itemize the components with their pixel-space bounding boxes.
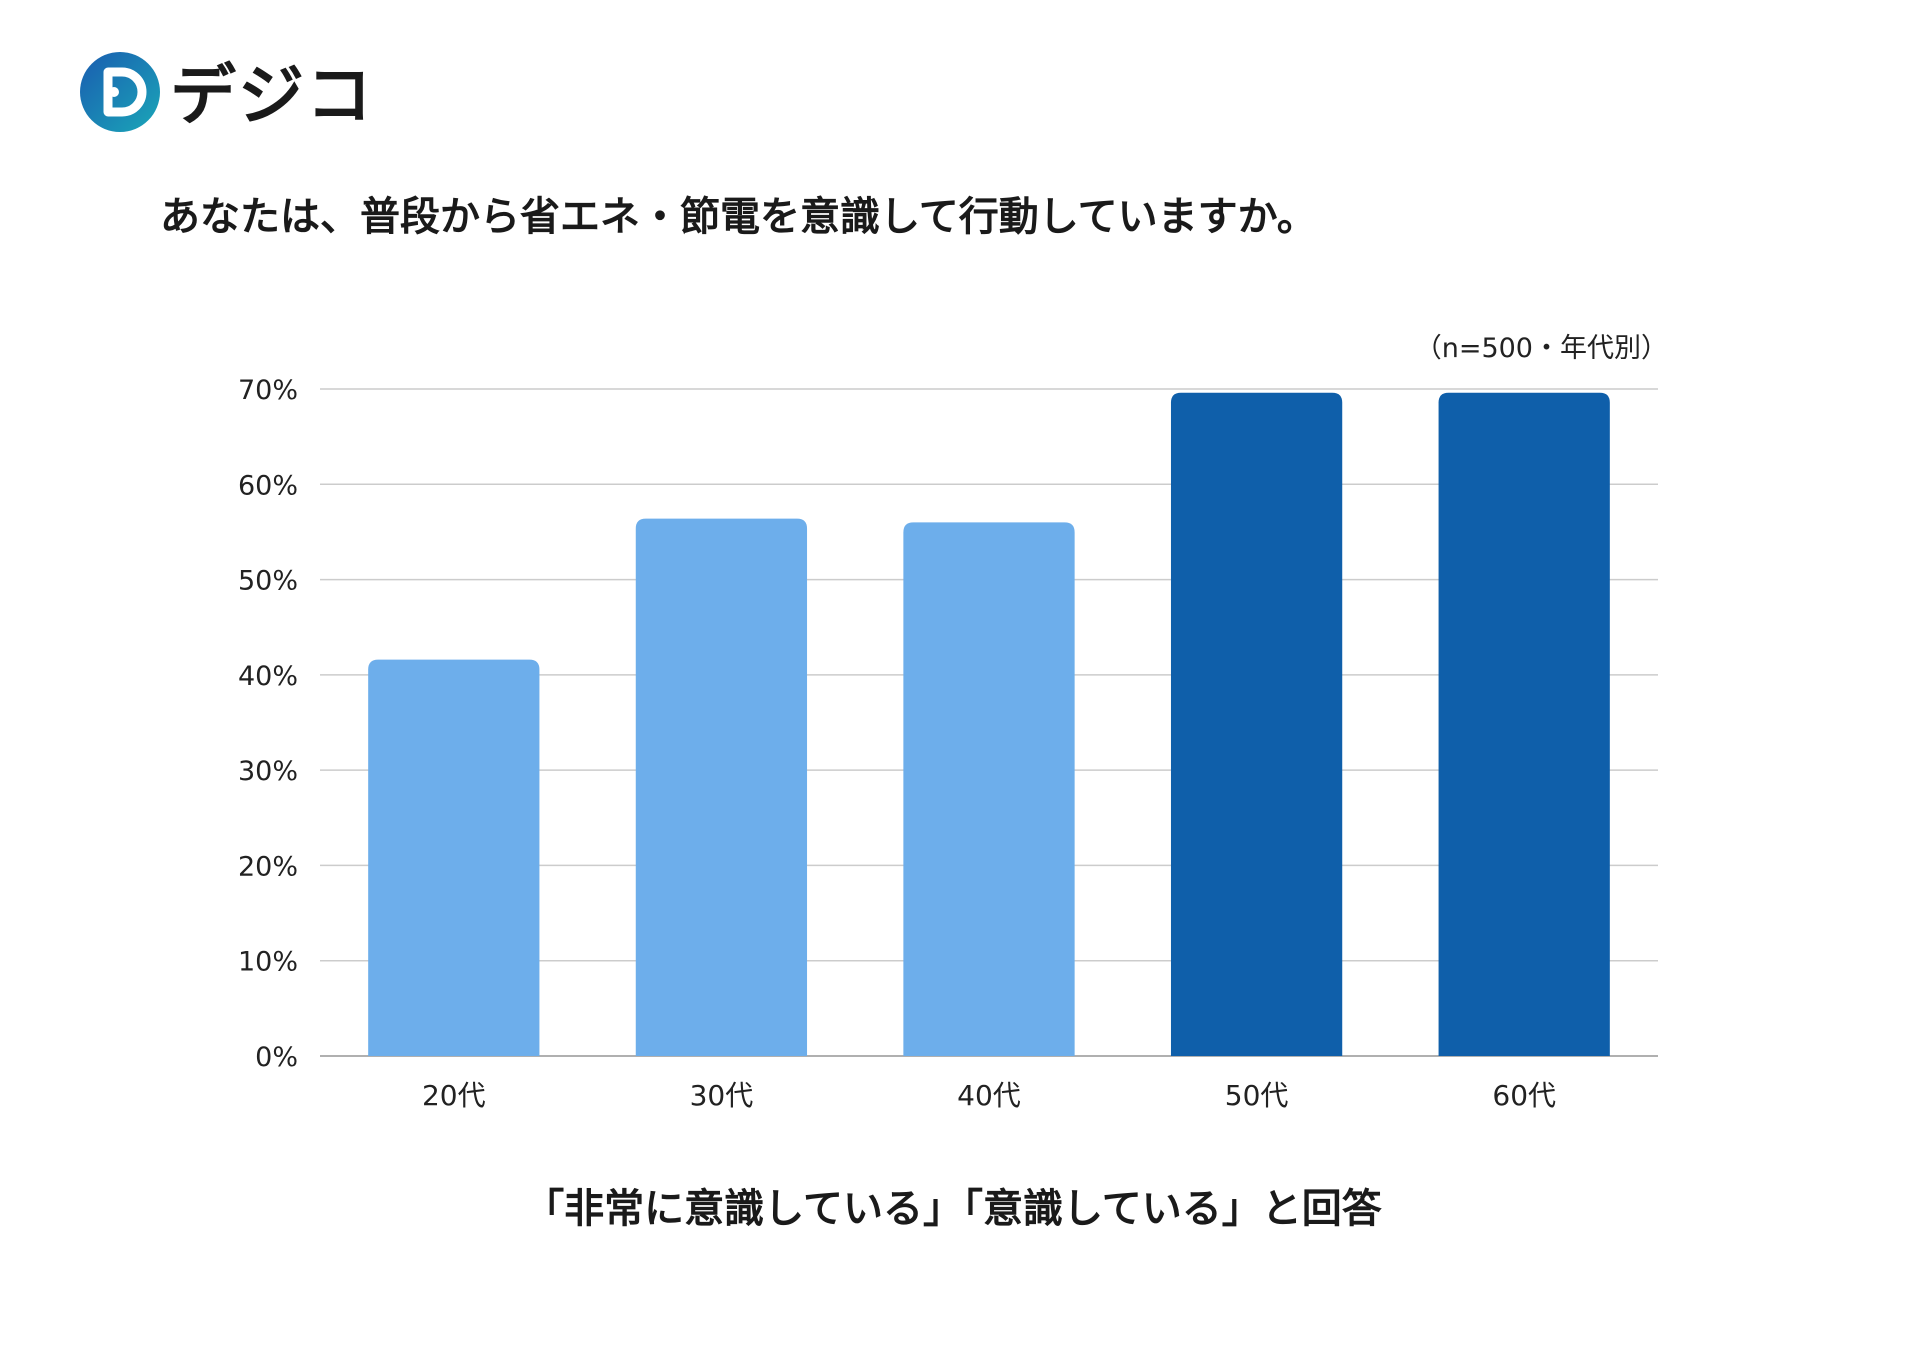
y-tick-label: 20% (238, 851, 298, 882)
y-tick-label: 60% (238, 470, 298, 501)
x-tick-label: 60代 (1492, 1079, 1556, 1112)
y-axis-ticks: 0% 10% 20% 30% 40% 50% 60% 70% (238, 375, 298, 1073)
y-tick-label: 70% (238, 375, 298, 406)
bar-chart: 0% 10% 20% 30% 40% 50% 60% 70% 20代 30代 40代 50代 60代 (238, 375, 1658, 1112)
logo-wordmark: デジコ (170, 57, 374, 134)
bar-50代 (1170, 392, 1343, 1057)
x-tick-label: 40代 (957, 1079, 1021, 1112)
y-tick-label: 50% (238, 566, 298, 597)
logo-mark-icon (80, 52, 160, 132)
bar-40代 (903, 522, 1075, 1056)
chart-title: あなたは、普段から省エネ・節電を意識して行動していますか。 (160, 194, 1317, 240)
x-axis-ticks: 20代 30代 40代 50代 60代 (422, 1079, 1556, 1112)
bars (368, 392, 1610, 1057)
x-tick-label: 20代 (422, 1079, 486, 1112)
x-tick-label: 30代 (690, 1079, 754, 1112)
y-tick-label: 10% (238, 947, 298, 978)
brand-logo: デジコ (78, 50, 398, 140)
y-tick-label: 40% (238, 661, 298, 692)
y-tick-label: 30% (238, 756, 298, 787)
bar-30代 (635, 518, 808, 1056)
bar-20代 (368, 659, 540, 1056)
sample-size-note: （n=500・年代別） (1414, 333, 1668, 364)
x-tick-label: 50代 (1225, 1079, 1289, 1112)
chart-caption: 「非常に意識している」「意識している」と回答 (524, 1186, 1382, 1232)
bar-60代 (1438, 392, 1610, 1057)
y-tick-label: 0% (255, 1042, 298, 1073)
